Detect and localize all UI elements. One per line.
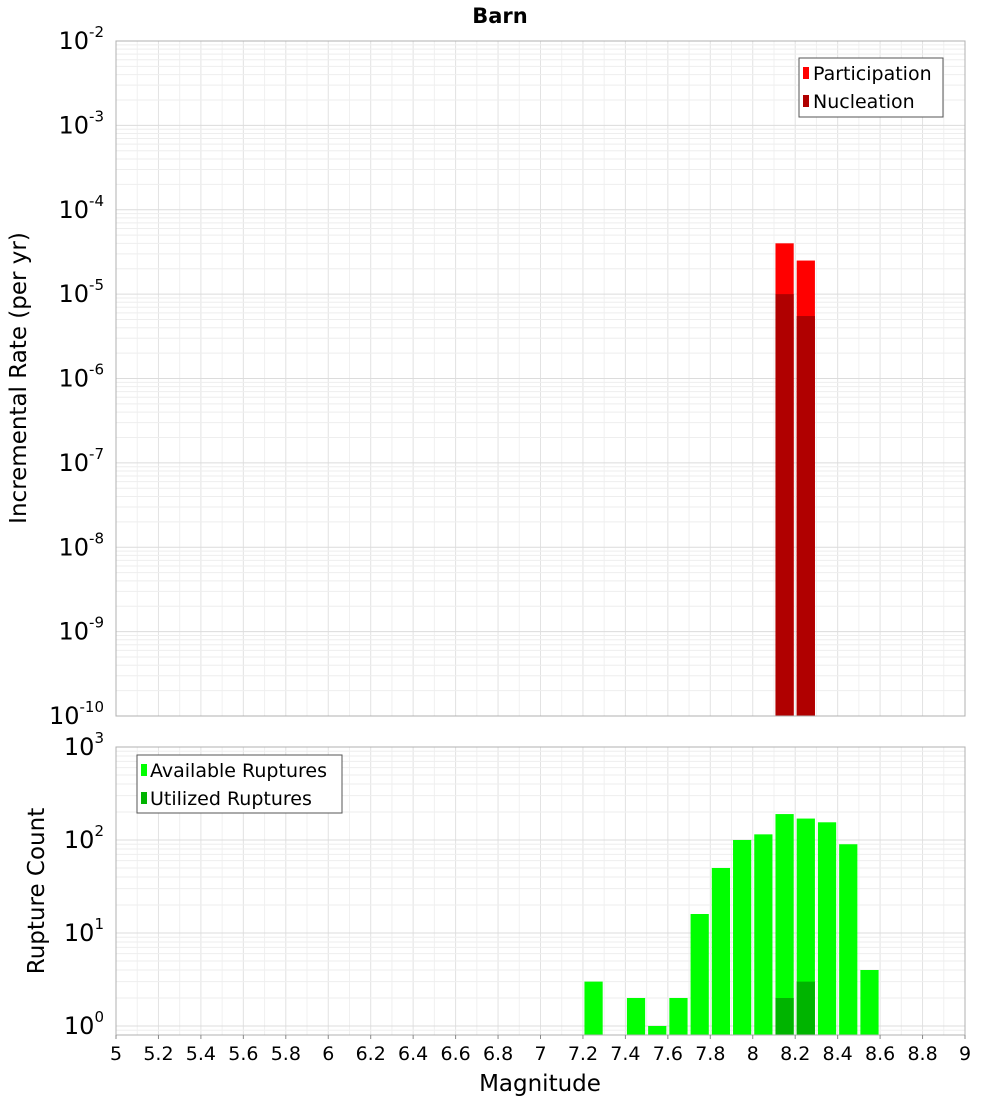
y-tick-label: 103 <box>64 729 104 761</box>
legend-swatch <box>141 792 147 804</box>
y-tick-label: 10-7 <box>58 445 104 477</box>
x-tick-label: 7.4 <box>610 1043 640 1065</box>
y-tick-label: 10-5 <box>58 276 104 308</box>
x-tick-label: 6.4 <box>398 1043 428 1065</box>
top-plot-grid <box>115 40 966 717</box>
x-tick-label: 5.8 <box>271 1043 301 1065</box>
available-ruptures-bar <box>796 818 815 1035</box>
x-tick-label: 5 <box>110 1043 122 1065</box>
utilized-ruptures-bar <box>796 981 815 1035</box>
x-tick-label: 6.6 <box>440 1043 470 1065</box>
y-tick-label: 10-8 <box>58 529 104 561</box>
x-tick-label: 6.8 <box>483 1043 513 1065</box>
x-tick-label: 6.2 <box>356 1043 386 1065</box>
available-ruptures-bar <box>584 981 603 1035</box>
available-ruptures-bar <box>860 969 879 1035</box>
y-tick-label: 100 <box>64 1008 104 1040</box>
legend-label: Participation <box>813 63 932 85</box>
x-tick-label: 7.6 <box>653 1043 683 1065</box>
x-tick-label: 6 <box>322 1043 334 1065</box>
legend-bottom: Available Ruptures Utilized Ruptures <box>136 754 343 814</box>
available-ruptures-bar <box>775 814 794 1035</box>
legend-label: Available Ruptures <box>150 760 327 782</box>
x-tick-label: 9 <box>959 1043 971 1065</box>
y-tick-label: 10-4 <box>58 192 104 224</box>
x-tick-label: 8.2 <box>780 1043 810 1065</box>
top-plot-bars <box>775 243 815 717</box>
chart-title: Barn <box>472 4 527 28</box>
y-tick-label: 102 <box>64 822 104 854</box>
x-tick-label: 8.8 <box>907 1043 937 1065</box>
y-tick-label: 10-2 <box>58 23 104 55</box>
x-tick-label: 7 <box>534 1043 546 1065</box>
x-tick-label: 7.2 <box>568 1043 598 1065</box>
y-tick-label: 10-3 <box>58 107 104 139</box>
nucleation-bar <box>796 316 815 716</box>
top-plot-frame <box>115 40 966 717</box>
available-ruptures-bar <box>754 834 773 1035</box>
legend-bottom-box <box>136 754 343 814</box>
y-axis-label-top: Incremental Rate (per yr) <box>6 232 32 524</box>
available-ruptures-bar <box>817 822 837 1035</box>
x-tick-label: 5.4 <box>186 1043 216 1065</box>
available-ruptures-bar <box>733 839 752 1035</box>
available-ruptures-bar <box>626 997 646 1035</box>
available-ruptures-bar <box>711 867 731 1035</box>
x-tick-label: 5.6 <box>228 1043 258 1065</box>
legend-swatch <box>803 95 809 107</box>
y-axis-label-bottom: Rupture Count <box>24 808 50 974</box>
y-tick-label: 10-10 <box>49 698 104 730</box>
available-ruptures-bar <box>669 997 688 1035</box>
x-tick-label: 8.4 <box>823 1043 853 1065</box>
bottom-plot-bars <box>584 814 879 1035</box>
legend-swatch <box>803 67 809 79</box>
legend-swatch <box>141 764 147 776</box>
y-tick-label: 10-6 <box>58 361 104 393</box>
legend-top-box <box>798 57 944 118</box>
legend-top: Participation Nucleation <box>798 57 944 118</box>
legend-label: Nucleation <box>813 91 915 113</box>
available-ruptures-bar <box>648 1025 667 1035</box>
x-tick-label: 7.8 <box>695 1043 725 1065</box>
y-tick-label: 101 <box>64 915 104 947</box>
available-ruptures-bar <box>839 844 858 1035</box>
x-tick-label: 8 <box>747 1043 759 1065</box>
nucleation-bar <box>775 294 794 716</box>
utilized-ruptures-bar <box>775 997 794 1035</box>
x-tick-label: 5.2 <box>143 1043 173 1065</box>
y-tick-label: 10-9 <box>58 614 104 646</box>
x-tick-label: 8.6 <box>865 1043 895 1065</box>
legend-label: Utilized Ruptures <box>150 788 312 810</box>
x-axis-label: Magnitude <box>479 1071 601 1097</box>
available-ruptures-bar <box>690 914 709 1035</box>
